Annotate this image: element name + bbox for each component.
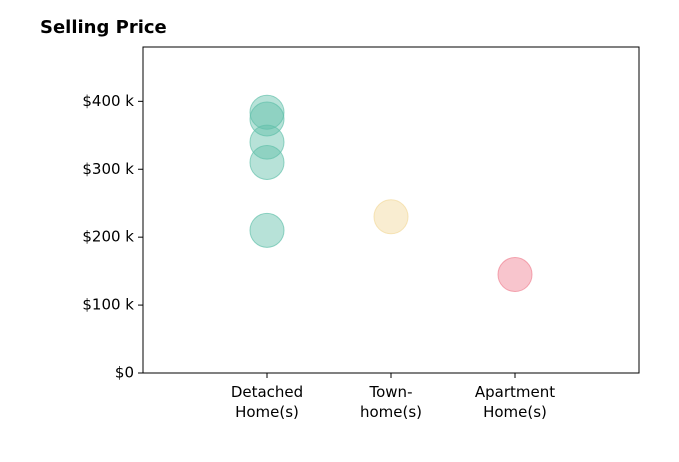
y-tick-label: $100 k — [82, 296, 134, 314]
x-tick-label: Apartment Home(s) — [474, 383, 556, 421]
point — [249, 124, 285, 160]
x-tick-label: Detached Home(s) — [230, 383, 304, 421]
y-tick-label: $0 — [115, 364, 134, 382]
y-tick-label: $300 k — [82, 160, 134, 178]
point — [249, 212, 285, 248]
chart-title: Selling Price — [40, 17, 167, 38]
y-tick-label: $200 k — [82, 228, 134, 246]
point — [373, 199, 409, 235]
y-tick-label: $400 k — [82, 92, 134, 110]
point — [497, 257, 533, 293]
x-tick-label: Town- home(s) — [359, 383, 423, 421]
point — [249, 144, 285, 180]
